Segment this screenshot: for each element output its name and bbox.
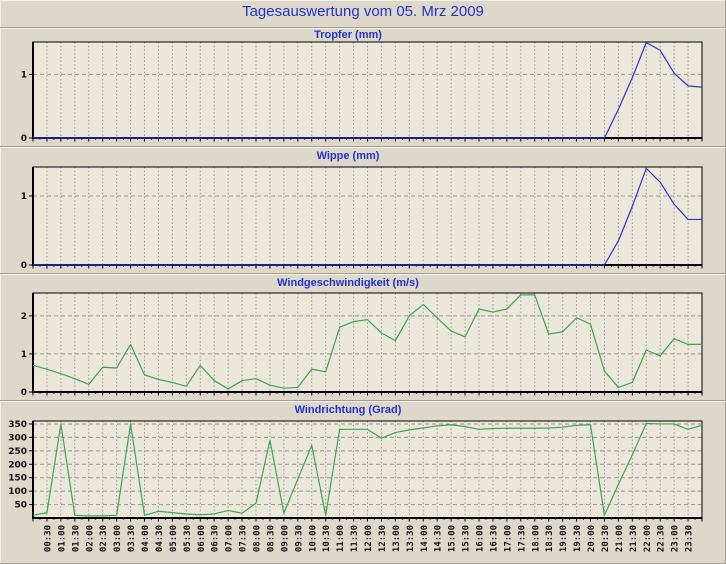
- section-divider: [0, 27, 726, 29]
- svg-text:0: 0: [21, 388, 27, 396]
- svg-text:10:00: 10:00: [308, 525, 318, 552]
- section-divider: [0, 400, 726, 402]
- svg-text:20:00: 20:00: [587, 525, 597, 552]
- svg-text:05:00: 05:00: [169, 525, 179, 552]
- svg-text:22:00: 22:00: [643, 525, 653, 552]
- chart-title-windgeschwindigkeit: Windgeschwindigkeit (m/s): [277, 277, 419, 289]
- svg-text:07:00: 07:00: [225, 525, 235, 552]
- svg-text:06:30: 06:30: [211, 525, 221, 552]
- svg-text:14:30: 14:30: [434, 525, 444, 552]
- svg-text:100: 100: [8, 487, 27, 497]
- svg-text:04:00: 04:00: [141, 525, 151, 552]
- svg-text:200: 200: [8, 460, 27, 470]
- chart-title-wippe: Wippe (mm): [316, 150, 380, 162]
- svg-text:11:30: 11:30: [350, 525, 360, 552]
- svg-text:17:00: 17:00: [503, 525, 513, 552]
- page-title: Tagesauswertung vom 05. Mrz 2009: [242, 3, 484, 20]
- svg-text:19:00: 19:00: [559, 525, 569, 552]
- svg-text:07:30: 07:30: [239, 525, 249, 552]
- svg-text:21:30: 21:30: [629, 525, 639, 552]
- windgeschwindigkeit-chart: 0 1 2: [21, 292, 703, 396]
- svg-text:00:30: 00:30: [43, 525, 53, 552]
- svg-text:13:30: 13:30: [406, 525, 416, 552]
- svg-text:03:30: 03:30: [127, 525, 137, 552]
- svg-text:18:00: 18:00: [531, 525, 541, 552]
- svg-text:350: 350: [8, 420, 27, 430]
- svg-text:01:30: 01:30: [71, 525, 81, 552]
- svg-text:14:00: 14:00: [420, 525, 430, 552]
- svg-text:23:30: 23:30: [685, 525, 695, 552]
- svg-text:17:30: 17:30: [517, 525, 527, 552]
- svg-text:05:30: 05:30: [183, 525, 193, 552]
- svg-text:0: 0: [21, 261, 27, 270]
- svg-text:1: 1: [21, 192, 27, 202]
- svg-text:2: 2: [21, 312, 27, 322]
- svg-text:04:30: 04:30: [155, 525, 165, 552]
- svg-text:15:30: 15:30: [462, 525, 472, 552]
- svg-text:1: 1: [21, 70, 27, 80]
- svg-text:08:00: 08:00: [253, 525, 263, 552]
- svg-text:0: 0: [21, 134, 27, 144]
- chart-title-windrichtung: Windrichtung (Grad): [294, 404, 402, 416]
- svg-text:11:00: 11:00: [336, 525, 346, 552]
- chart-title-tropfer: Tropfer (mm): [314, 29, 382, 41]
- windrichtung-chart: 50 100 150 200 250 300 350 00:30 01:00 01:30 02:00…: [8, 420, 703, 552]
- svg-text:13:00: 13:00: [392, 525, 402, 552]
- svg-text:19:30: 19:30: [573, 525, 583, 552]
- svg-text:01:00: 01:00: [57, 525, 67, 552]
- svg-text:16:00: 16:00: [476, 525, 486, 552]
- svg-text:12:30: 12:30: [378, 525, 388, 552]
- svg-text:23:00: 23:00: [671, 525, 681, 552]
- svg-text:02:00: 02:00: [85, 525, 95, 552]
- svg-text:18:30: 18:30: [545, 525, 555, 552]
- svg-text:08:30: 08:30: [266, 525, 276, 552]
- wippe-chart: 01: [21, 166, 703, 270]
- svg-text:10:30: 10:30: [322, 525, 332, 552]
- svg-text:15:00: 15:00: [448, 525, 458, 552]
- svg-text:12:00: 12:00: [364, 525, 374, 552]
- section-divider: [0, 146, 726, 148]
- section-divider: [0, 273, 726, 275]
- svg-text:20:30: 20:30: [601, 525, 611, 552]
- svg-text:21:00: 21:00: [615, 525, 625, 552]
- tropfer-chart: 01: [21, 41, 703, 144]
- svg-text:03:00: 03:00: [113, 525, 123, 552]
- svg-text:09:00: 09:00: [280, 525, 290, 552]
- svg-text:50: 50: [14, 501, 27, 511]
- svg-text:06:00: 06:00: [197, 525, 207, 552]
- svg-text:09:30: 09:30: [294, 525, 304, 552]
- svg-text:22:30: 22:30: [657, 525, 667, 552]
- svg-text:150: 150: [8, 474, 27, 484]
- svg-text:16:30: 16:30: [489, 525, 499, 552]
- svg-text:1: 1: [21, 350, 27, 360]
- svg-text:250: 250: [8, 447, 27, 457]
- svg-text:300: 300: [8, 433, 27, 443]
- svg-text:02:30: 02:30: [99, 525, 109, 552]
